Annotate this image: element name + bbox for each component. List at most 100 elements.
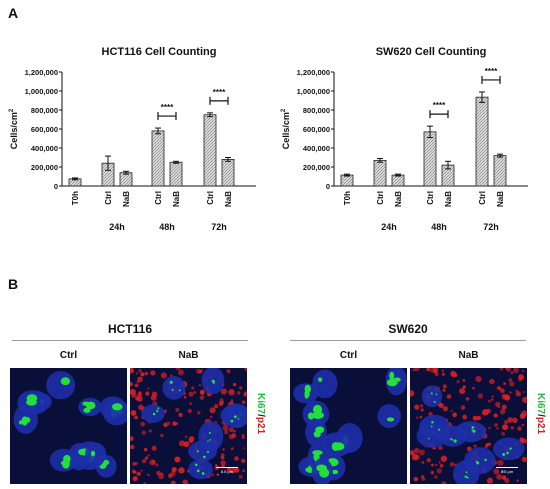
p21-signal [160,372,167,379]
p21-signal [214,404,219,409]
p21-signal [512,417,518,424]
p21-signal [510,371,514,375]
p21-signal [241,435,245,439]
ki67-signal [203,455,206,459]
stain-label-hct116: Ki67/p21 [255,393,266,435]
ki67-signal [433,400,436,403]
p21-signal [130,388,136,396]
p21-signal [136,471,141,476]
bar-nab-4 [169,161,183,187]
p21-signal [442,405,449,412]
p21-signal [244,368,247,371]
p21-signal [138,368,142,373]
p21-signal [130,436,134,441]
p21-signal [414,404,420,410]
p21-signal [501,470,504,473]
group-title-hct116: HCT116 [107,322,153,336]
ki67-signal [312,450,323,456]
x-tick-label: Ctrl [376,191,385,205]
x-tick-label: NaB [224,191,233,207]
p21-signal [238,474,243,479]
ki67-signal [430,425,433,428]
micrograph-sw620-ctrl [290,368,407,484]
nucleus [85,442,107,466]
x-tick-label: Ctrl [104,191,113,205]
p21-signal [426,458,431,463]
p21-signal [228,427,234,433]
p21-signal [522,396,527,404]
p21-signal [220,455,225,460]
p21-signal [143,481,146,484]
y-tick-label: 0 [326,182,330,191]
ki67-signal [196,469,200,473]
p21-signal [416,416,419,419]
p21-signal [220,460,226,466]
hct116-cell-counting-chart: HCT116 Cell Counting 0 200,000 400,000 600,0… [9,46,256,232]
p21-signal [131,469,136,474]
condition-label-hct116-nab: NaB [178,350,199,361]
p21-signal [216,473,220,476]
ki67-signal [431,421,434,424]
ki67-signal [212,380,215,383]
y-tick-label: 1,200,000 [25,68,58,77]
p21-signal [410,390,415,397]
x-tick-label: NaB [172,191,181,207]
p21-signal [138,404,144,411]
p21-signal [132,393,137,398]
bar-ctrl-5 [203,114,217,187]
timepoint-label: 72h [211,222,227,232]
p21-signal [450,409,453,413]
bar-ctrl-3 [151,130,165,187]
ki67-signal [209,438,212,441]
p21-signal [200,370,203,373]
p21-signal [450,371,457,378]
x-tick-label: Ctrl [206,191,215,205]
stain-label-sw620: Ki67/p21 [535,393,546,435]
ki67-signal [304,384,311,393]
p21-signal [224,430,229,435]
p21-signal [516,479,519,482]
p21-signal [228,434,234,440]
ki67-signal [386,378,398,387]
p21-signal [509,381,515,387]
p21-signal [501,475,507,480]
p21-signal [438,461,441,464]
p21-signal [143,447,148,452]
ki67-signal [312,411,324,419]
p21-signal [132,462,136,466]
y-tick-label: 1,000,000 [297,87,330,96]
p21-signal [459,388,466,395]
p21-signal [234,456,239,461]
bar-nab-2 [119,172,133,187]
p21-signal [137,392,143,398]
p21-signal [413,368,420,372]
bar-nab-6 [493,155,507,187]
p21-signal [188,436,195,442]
p21-signal [440,455,448,462]
micrograph-sw620-nab: 8.5 μm [410,368,527,484]
p21-signal [130,381,133,387]
condition-label-sw620-ctrl: Ctrl [339,350,358,361]
scale-bar: 8.5 μm [216,467,238,474]
p21-signal [144,456,149,460]
p21-signal [193,391,197,394]
timepoint-label: 72h [483,222,499,232]
p21-signal [494,423,498,427]
ki67-signal [178,389,181,392]
p21-signal [211,473,215,477]
significance-label: **** [213,88,226,97]
p21-signal [160,433,164,438]
p21-signal [178,467,185,474]
p21-signal [462,379,466,383]
chart-title: HCT116 Cell Counting [102,46,217,58]
p21-signal [441,372,445,376]
p21-signal [241,433,245,437]
ki67-signal [466,476,469,479]
ki67-signal [230,419,234,423]
p21-signal [140,469,143,472]
p21-signal [243,391,247,396]
p21-signal [228,388,235,396]
p21-signal [518,374,525,381]
timepoint-label: 48h [159,222,175,232]
ki67-signal [26,394,38,402]
